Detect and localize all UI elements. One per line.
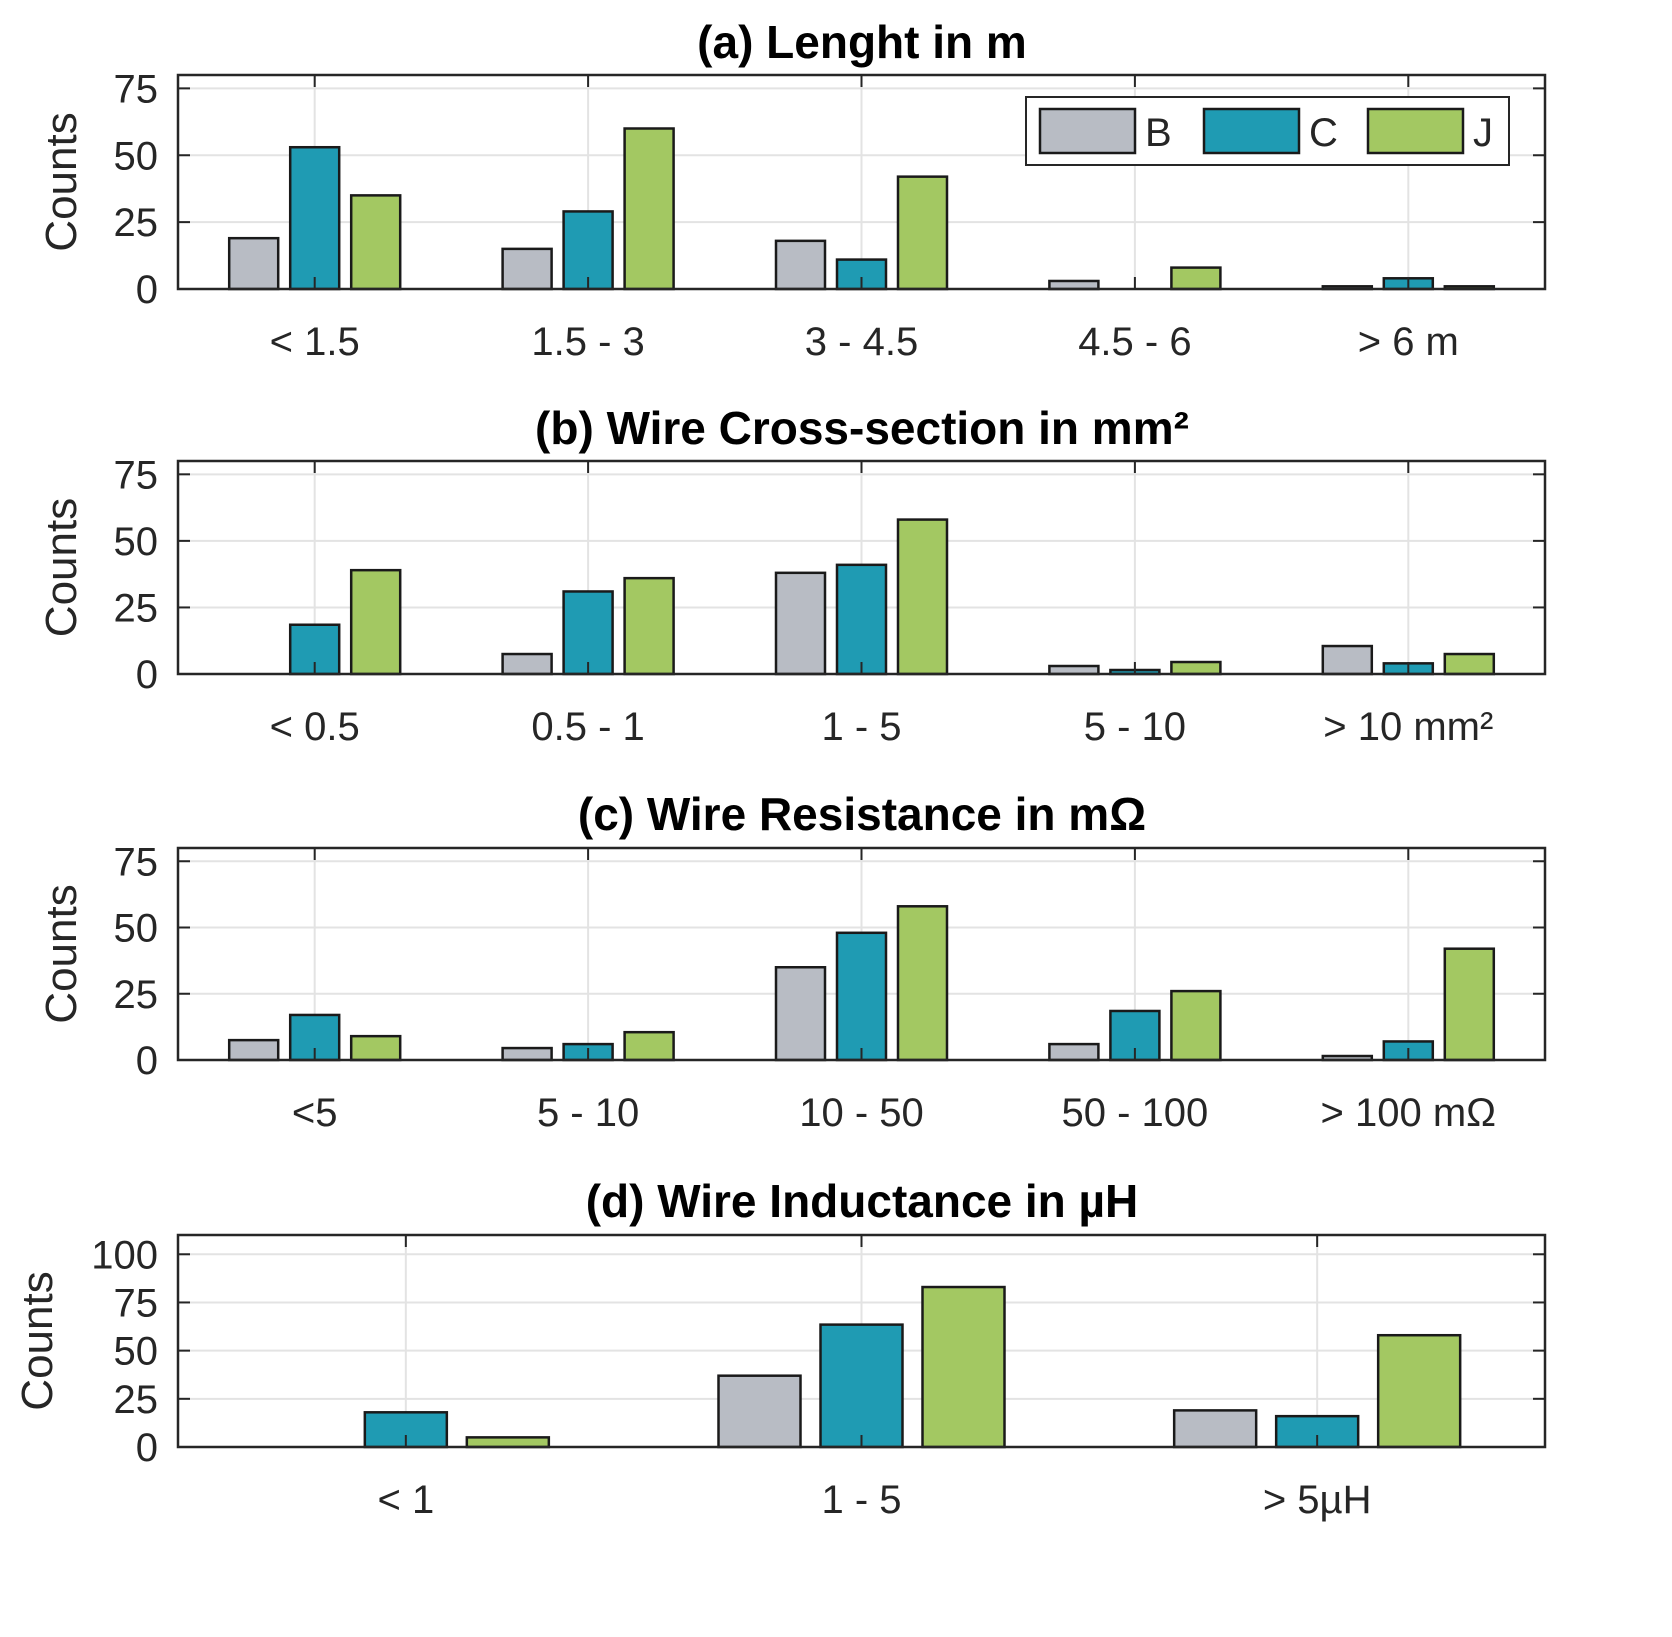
x-tick-label: 0.5 - 1 [531,705,644,749]
x-tick-label: 50 - 100 [1062,1091,1209,1135]
axes-box [176,73,1547,291]
y-tick-label: 0 [136,1039,158,1083]
y-tick-label: 25 [114,973,159,1017]
x-tick-label: 10 - 50 [799,1091,924,1135]
x-tick-label: 5 - 10 [537,1091,639,1135]
y-tick-label: 75 [114,453,159,497]
y-tick-label: 50 [114,520,159,564]
chart-title: (d) Wire Inductance in µH [586,1175,1139,1227]
bar-B-3 [1048,1042,1100,1062]
y-tick-label: 25 [114,201,159,245]
bar-J-0 [465,1436,551,1449]
x-tick-label: 5 - 10 [1084,705,1186,749]
x-tick-label: < 0.5 [270,705,360,749]
y-tick-label: 0 [136,653,158,697]
legend-swatch-J [1366,107,1465,155]
y-tick-label: 50 [114,134,159,178]
bar-J-1 [623,127,675,291]
bar-C-2 [835,563,888,676]
bar-J-1 [623,1030,675,1062]
chart-title: (b) Wire Cross-section in mm² [535,402,1189,454]
bar-J-1 [921,1285,1006,1449]
legend-swatch-C [1202,107,1301,155]
bar-B-1 [501,1046,553,1062]
x-tick-label: < 1 [377,1478,434,1522]
y-tick-label: 25 [114,586,159,630]
bar-C-1 [562,590,614,676]
bar-J-2 [1376,1333,1462,1449]
y-tick-label: 75 [114,1281,159,1325]
bar-C-2 [835,931,888,1062]
bar-C-3 [1109,1009,1161,1062]
bar-C-0 [288,145,341,291]
chart-title: (a) Lenght in m [697,16,1027,68]
x-tick-label: 1 - 5 [821,705,901,749]
x-tick-label: < 1.5 [270,320,360,364]
panel-2: <5 5 - 10 10 - 50 50 - 100 > 100 mΩ 0 25 50 75 Co… [37,788,1547,1135]
bar-J-3 [1170,989,1222,1062]
axes-box [176,1233,1547,1449]
bar-J-1 [623,576,675,676]
legend-swatch-B [1038,107,1137,155]
y-tick-label: 50 [114,907,159,951]
bar-J-3 [1170,660,1222,676]
bar-J-0 [349,568,402,676]
y-tick-label: 25 [114,1378,159,1422]
bar-J-2 [896,518,949,676]
chart-title: (c) Wire Resistance in mΩ [578,788,1146,840]
y-tick-label: 0 [136,268,158,312]
x-tick-label: > 6 m [1358,320,1459,364]
bar-B-2 [774,966,827,1062]
bar-J-3 [1170,266,1222,291]
bar-J-0 [349,194,402,291]
bar-J-2 [896,905,949,1062]
legend-label-J: J [1473,111,1493,155]
bar-J-0 [349,1034,402,1062]
legend-label-B: B [1145,111,1172,155]
bar-B-2 [1172,1409,1258,1449]
bar-C-1 [562,210,614,291]
axes-box [176,846,1547,1062]
bar-J-2 [896,175,949,291]
bar-B-0 [227,1038,280,1062]
y-tick-label: 75 [114,840,159,884]
x-tick-label: > 100 mΩ [1321,1091,1497,1135]
bar-B-1 [717,1374,802,1449]
x-tick-label: > 5µH [1263,1478,1372,1522]
x-tick-label: <5 [292,1091,338,1135]
bar-B-2 [774,571,827,676]
panel-0: < 1.5 1.5 - 3 3 - 4.5 4.5 - 6 > 6 m 0 25 50 75 Co… [37,16,1547,364]
x-tick-label: > 10 mm² [1323,705,1493,749]
bar-B-2 [774,239,827,291]
bar-C-0 [363,1411,449,1449]
bar-J-4 [1443,652,1496,676]
axes-box [176,459,1547,676]
x-tick-label: 3 - 4.5 [805,320,918,364]
y-tick-label: 0 [136,1426,158,1470]
y-axis-label: Counts [37,498,86,637]
bar-C-1 [819,1323,904,1449]
y-axis-label: Counts [13,1271,62,1410]
bar-B-1 [501,652,553,676]
bar-B-4 [1321,644,1374,676]
legend-label-C: C [1309,111,1338,155]
y-axis-label: Counts [37,112,86,251]
x-tick-label: 1 - 5 [821,1478,901,1522]
y-tick-label: 100 [91,1233,158,1277]
panel-1: < 0.5 0.5 - 1 1 - 5 5 - 10 > 10 mm² 0 25 50 75 Co… [37,402,1547,749]
x-tick-label: 4.5 - 6 [1078,320,1191,364]
bar-B-0 [227,236,280,291]
x-tick-label: 1.5 - 3 [531,320,644,364]
y-axis-label: Counts [37,884,86,1023]
bar-J-4 [1443,947,1496,1062]
y-tick-label: 75 [114,67,159,111]
y-tick-label: 50 [114,1330,159,1374]
bar-B-1 [501,247,553,291]
